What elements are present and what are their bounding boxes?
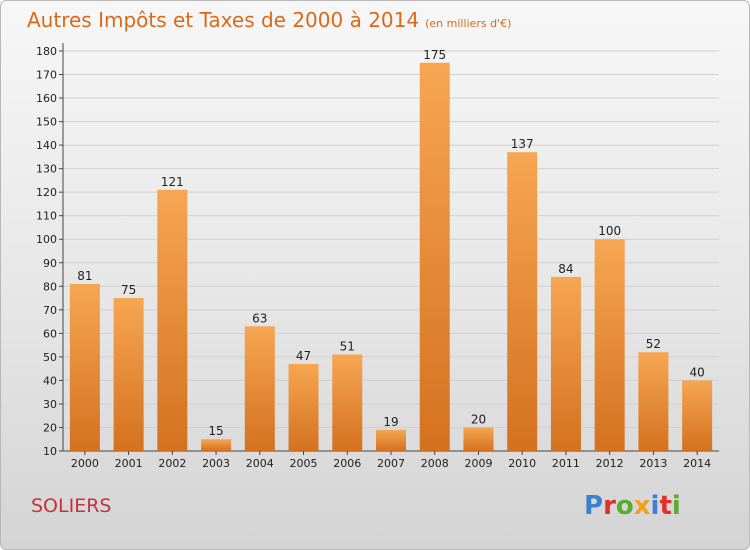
brand-letter: P (584, 491, 604, 521)
x-tick-label: 2008 (421, 457, 449, 470)
y-tick-label: 110 (36, 210, 57, 223)
bar (550, 276, 581, 451)
bar (69, 283, 100, 451)
x-tick-label: 2009 (464, 457, 492, 470)
y-tick-label: 150 (36, 116, 57, 129)
y-tick-label: 50 (43, 351, 57, 364)
bar (682, 380, 713, 451)
data-label: 19 (383, 415, 398, 429)
brand-letter: t (659, 491, 672, 521)
bar (594, 239, 625, 451)
bar (638, 352, 669, 451)
y-tick-label: 30 (43, 398, 57, 411)
y-tick-label: 140 (36, 139, 57, 152)
bar (419, 62, 450, 451)
x-tick-label: 2005 (290, 457, 318, 470)
data-label: 137 (511, 137, 534, 151)
brand-letter: r (603, 491, 616, 521)
labels: 10 20 30 40 50 60 70 80 90 100 110 120 130 140 150 160 1… (36, 45, 711, 470)
data-label: 52 (646, 337, 661, 351)
data-label: 75 (121, 283, 136, 297)
x-tick-label: 2010 (508, 457, 536, 470)
bar (463, 427, 494, 451)
y-tick-label: 120 (36, 186, 57, 199)
x-tick-label: 2003 (202, 457, 230, 470)
x-tick-label: 2014 (683, 457, 711, 470)
y-tick-label: 90 (43, 257, 57, 270)
data-label: 81 (77, 269, 92, 283)
bar (507, 152, 538, 452)
x-tick-label: 2006 (333, 457, 361, 470)
x-tick-label: 2001 (115, 457, 143, 470)
data-label: 84 (558, 262, 573, 276)
data-label: 47 (296, 349, 311, 363)
bar (332, 354, 363, 451)
chart-title: Autres Impôts et Taxes de 2000 à 2014 (en… (27, 8, 511, 32)
x-tick-label: 2004 (246, 457, 274, 470)
y-tick-label: 160 (36, 92, 57, 105)
bar (157, 189, 188, 451)
place-name: SOLIERS (31, 495, 112, 517)
y-tick-label: 70 (43, 304, 57, 317)
x-tick-label: 2000 (71, 457, 99, 470)
brand-letter: o (615, 491, 634, 521)
data-label: 100 (598, 224, 621, 238)
x-tick-label: 2011 (552, 457, 580, 470)
title-text: Autres Impôts et Taxes de 2000 à 2014 (27, 8, 420, 32)
bar (201, 439, 232, 451)
data-label: 63 (252, 311, 267, 325)
y-tick-label: 170 (36, 69, 57, 82)
data-label: 20 (471, 412, 486, 426)
data-label: 51 (340, 340, 355, 354)
y-tick-label: 40 (43, 374, 57, 387)
y-tick-label: 100 (36, 233, 57, 246)
bar (244, 326, 275, 451)
y-tick-label: 20 (43, 421, 57, 434)
data-label: 121 (161, 175, 184, 189)
x-tick-label: 2007 (377, 457, 405, 470)
brand-letter: x (633, 491, 651, 521)
bars (69, 62, 713, 452)
data-label: 40 (689, 365, 704, 379)
brand-letter: i (650, 491, 660, 521)
x-tick-label: 2013 (639, 457, 667, 470)
bar (288, 363, 319, 451)
y-tick-label: 80 (43, 280, 57, 293)
x-tick-label: 2012 (596, 457, 624, 470)
y-tick-label: 60 (43, 327, 57, 340)
bar (113, 298, 144, 451)
chart-subtitle: (en milliers d'€) (425, 17, 512, 30)
y-tick-label: 130 (36, 163, 57, 176)
brand-logo: Proxiti (584, 491, 681, 521)
y-tick-label: 180 (36, 45, 57, 58)
bar (376, 429, 406, 451)
y-tick-label: 10 (43, 445, 57, 458)
x-tick-label: 2002 (158, 457, 186, 470)
brand-letter: i (671, 491, 681, 521)
data-label: 175 (423, 48, 446, 62)
data-label: 15 (208, 424, 223, 438)
